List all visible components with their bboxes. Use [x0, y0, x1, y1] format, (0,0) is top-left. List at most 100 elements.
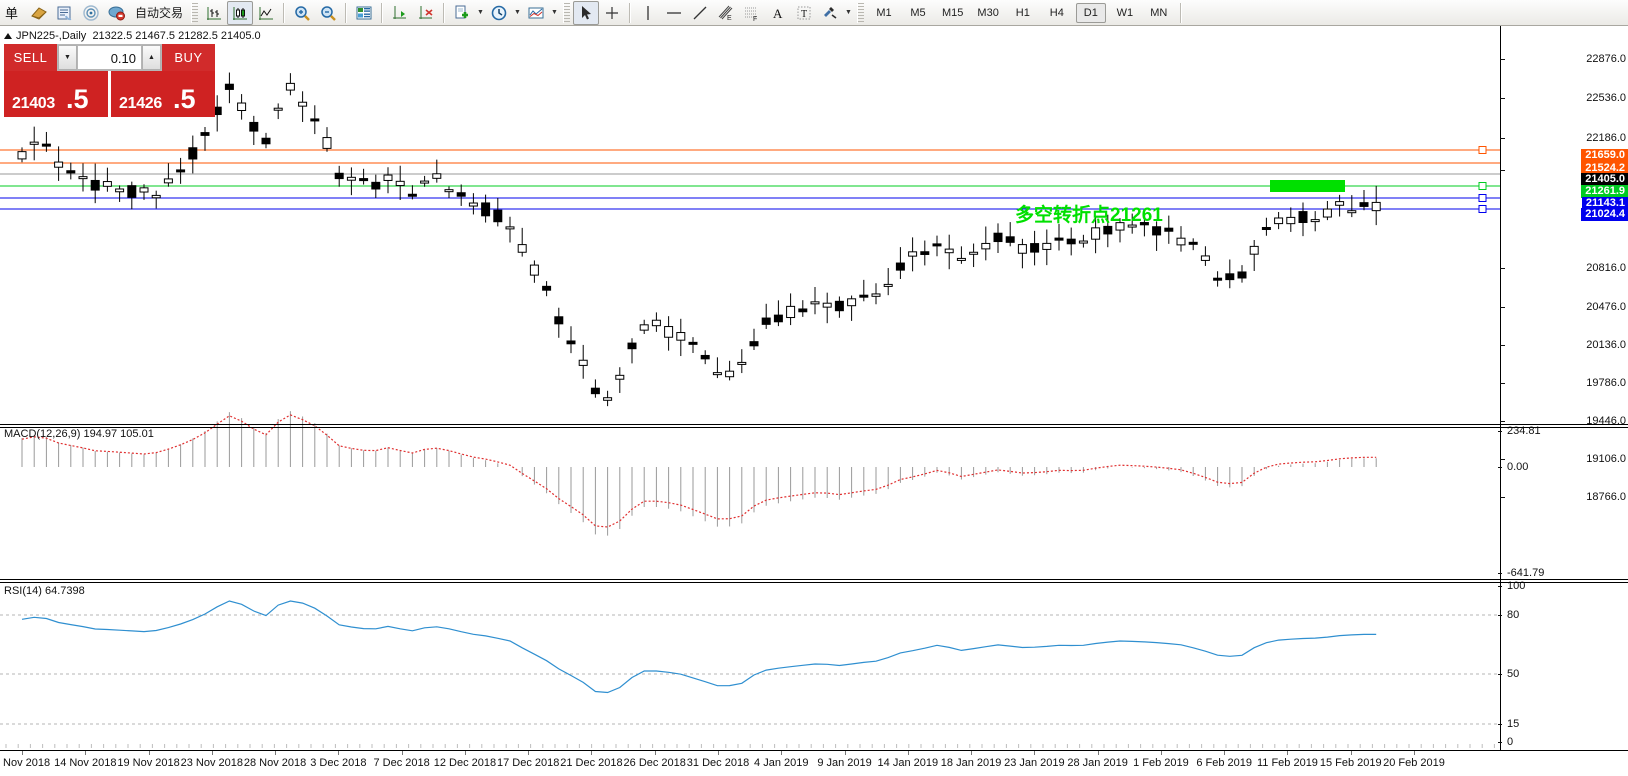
news-icon[interactable] — [52, 1, 78, 25]
chart-plot-area[interactable] — [0, 26, 1500, 750]
horizontal-line-icon[interactable] — [661, 1, 687, 25]
arrows-icon[interactable] — [817, 1, 843, 25]
chart-annotation-label[interactable]: 多空转折点21261 — [1015, 205, 1163, 226]
expert-advisor-icon[interactable] — [104, 1, 130, 25]
chart-window[interactable]: 22876.022536.022186.021846.020816.020476… — [0, 26, 1628, 776]
price-tick — [1500, 345, 1505, 346]
timeframe-m5[interactable]: M5 — [910, 6, 926, 19]
caret-down-icon[interactable]: ▼ — [58, 45, 77, 70]
volume-input[interactable]: 0.10 — [77, 45, 142, 70]
price-tick — [1500, 497, 1505, 498]
price-level-label-resistance-upper[interactable]: 21659.0 — [1581, 149, 1628, 162]
time-tick — [1097, 751, 1099, 755]
autotrade-button[interactable]: 自动交易 — [135, 6, 184, 20]
period-dropdown-icon[interactable]: ▼ — [514, 9, 521, 16]
macd-rsi-separator-2 — [0, 582, 1628, 583]
crosshair-icon[interactable] — [599, 1, 625, 25]
bar-chart-icon[interactable] — [201, 1, 227, 25]
candlestick-chart-icon[interactable] — [227, 0, 254, 25]
timeframe-m1[interactable]: M1 — [876, 6, 892, 19]
toolbar-separator-4 — [443, 2, 446, 23]
time-tick — [528, 751, 530, 755]
price-axis[interactable]: 22876.022536.022186.021846.020816.020476… — [1498, 26, 1628, 750]
caret-up-icon[interactable]: ▲ — [142, 45, 161, 70]
arrows-dropdown-icon[interactable]: ▼ — [845, 9, 852, 16]
time-tick-label: 19 Nov 2018 — [117, 757, 180, 769]
time-tick-label: 26 Dec 2018 — [623, 757, 686, 769]
time-tick — [1160, 751, 1162, 755]
buy-button[interactable]: BUY — [162, 44, 215, 71]
time-tick-label: 18 Jan 2019 — [940, 757, 1002, 769]
indicator-tick-label: 100 — [1507, 580, 1526, 592]
price-tick — [1500, 307, 1505, 308]
indicator-tick-label: 15 — [1507, 718, 1520, 730]
sell-price-cell[interactable]: 21403 .5 — [4, 71, 108, 117]
timeframe-m30[interactable]: M30 — [977, 6, 999, 19]
time-tick — [907, 751, 909, 755]
signal-icon[interactable] — [78, 1, 104, 25]
trendline-icon[interactable] — [687, 1, 713, 25]
new-object-dropdown-icon[interactable]: ▼ — [477, 9, 484, 16]
volume-stepper[interactable]: ▼ 0.10 ▲ — [57, 44, 162, 71]
buy-price-cell[interactable]: 21426 .5 — [111, 71, 215, 117]
timeframe-m15[interactable]: M15 — [942, 6, 964, 19]
one-click-trading-panel[interactable]: SELL ▼ 0.10 ▲ BUY 21403 .5 21426 .5 — [4, 44, 215, 117]
vertical-line-icon[interactable] — [635, 1, 661, 25]
indicator-list-icon[interactable] — [523, 1, 549, 25]
toolbar-grip[interactable] — [191, 2, 199, 23]
indicator-tick-label: 50 — [1507, 668, 1520, 680]
price-level-label-support-upper[interactable]: 21143.1 — [1581, 197, 1628, 210]
chart-shift-icon[interactable] — [413, 1, 439, 25]
time-tick — [148, 751, 150, 755]
zoom-out-icon[interactable] — [315, 1, 341, 25]
timeframe-w1[interactable]: W1 — [1116, 6, 1134, 19]
text-label-icon[interactable]: A — [765, 1, 791, 25]
order-icon[interactable]: 单 — [0, 1, 26, 25]
price-tick — [1500, 383, 1505, 384]
time-tick-label: 11 Feb 2019 — [1256, 757, 1318, 769]
toolbar-separator-3 — [381, 2, 384, 23]
price-tick-label: 22186.0 — [1586, 132, 1626, 144]
line-chart-icon[interactable] — [253, 1, 279, 25]
equidistant-channel-icon[interactable]: E — [713, 1, 739, 25]
indicator-tick-label: -641.79 — [1507, 567, 1545, 579]
buy-price-fraction: .5 — [173, 84, 196, 114]
cursor-icon[interactable] — [573, 0, 600, 25]
tile-windows-icon[interactable] — [351, 1, 377, 25]
price-tick-label: 22876.0 — [1586, 53, 1626, 65]
buy-price-integer: 21426 — [119, 95, 162, 112]
fibonacci-icon[interactable]: F — [739, 1, 765, 25]
time-tick — [844, 751, 846, 755]
time-tick-label: 4 Jan 2019 — [754, 757, 809, 769]
price-level-label-resistance-lower[interactable]: 21524.2 — [1581, 162, 1628, 175]
time-tick — [1034, 751, 1036, 755]
book-icon[interactable] — [26, 1, 52, 25]
chart-canvas — [0, 72, 1500, 748]
new-object-icon[interactable] — [449, 1, 475, 25]
indicator-tick — [1498, 467, 1502, 468]
time-tick — [654, 751, 656, 755]
timeframe-h1[interactable]: H1 — [1015, 6, 1030, 19]
toolbar-grip-3[interactable] — [857, 2, 865, 23]
rsi-title: RSI(14) 64.7398 — [4, 585, 85, 597]
text-box-icon[interactable]: T — [791, 1, 817, 25]
auto-scroll-icon[interactable] — [387, 1, 413, 25]
price-level-label-support-lower[interactable]: 21024.4 — [1581, 208, 1628, 221]
price-level-label-pivot[interactable]: 21261.9 — [1581, 185, 1628, 198]
toolbar-grip-2[interactable] — [563, 2, 571, 23]
timeframe-d1[interactable]: D1 — [1075, 2, 1106, 23]
timeframe-h4[interactable]: H4 — [1049, 6, 1064, 19]
timeframe-mn[interactable]: MN — [1150, 6, 1168, 19]
time-tick — [781, 751, 783, 755]
collapse-triangle-icon[interactable] — [4, 33, 12, 40]
zoom-in-icon[interactable] — [289, 1, 315, 25]
price-tick-label: 18766.0 — [1586, 491, 1626, 503]
period-separator-icon[interactable] — [486, 1, 512, 25]
time-tick-label: 3 Dec 2018 — [310, 757, 367, 769]
time-tick-label: 17 Dec 2018 — [496, 757, 560, 769]
indicator-dropdown-icon[interactable]: ▼ — [551, 9, 558, 16]
time-tick — [1287, 751, 1289, 755]
sell-button[interactable]: SELL — [4, 44, 57, 71]
price-level-label-last-price[interactable]: 21405.0 — [1581, 173, 1628, 186]
